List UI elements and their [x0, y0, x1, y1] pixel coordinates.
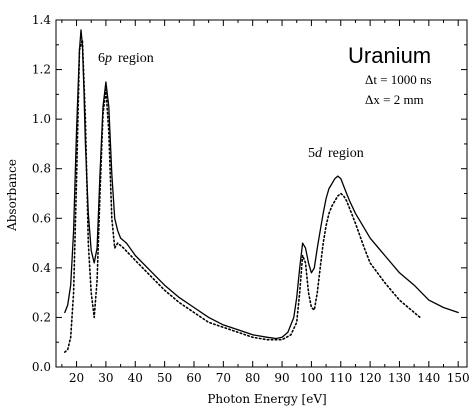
x-axis-label: Photon Energy [eV]	[207, 392, 326, 406]
x-tick-label: 50	[157, 371, 172, 385]
x-tick-label: 70	[216, 371, 231, 385]
y-axis-label: Absorbance	[5, 159, 19, 232]
x-tick-label: 140	[417, 371, 440, 385]
region-5d-label: 5d region	[308, 146, 364, 161]
y-tick-label: 0.0	[32, 360, 51, 374]
x-tick-label: 90	[274, 371, 289, 385]
delta-x-annotation: Δx = 2 mm	[365, 92, 424, 107]
element-title: Uranium	[348, 43, 431, 68]
delta-t-annotation: Δt = 1000 ns	[365, 72, 432, 87]
y-tick-label: 0.6	[32, 211, 51, 225]
y-tick-label: 0.4	[32, 261, 51, 275]
x-tick-label: 80	[245, 371, 260, 385]
x-tick-label: 60	[186, 371, 201, 385]
y-tick-label: 1.0	[32, 112, 51, 126]
x-tick-label: 30	[98, 371, 113, 385]
tick-layer: 20 30 40 50 60 70 80 90 100 110 120 130 140 150 0.0 0.2…	[32, 13, 470, 385]
x-tick-label: 120	[359, 371, 382, 385]
y-tick-label: 1.2	[32, 63, 51, 77]
y-tick-label: 1.4	[32, 13, 51, 27]
x-tick-label: 40	[128, 371, 143, 385]
y-tick-label: 0.2	[32, 310, 51, 324]
series-dotted-line	[64, 38, 421, 353]
x-tick-label: 100	[300, 371, 323, 385]
x-tick-label: 150	[447, 371, 470, 385]
y-tick-label: 0.8	[32, 162, 51, 176]
region-6p-label: 6p region	[98, 51, 154, 66]
x-tick-label: 110	[329, 371, 352, 385]
series-solid-line	[64, 29, 459, 340]
x-tick-label: 20	[69, 371, 84, 385]
label-layer: Photon Energy [eV] Absorbance Uranium Δt…	[5, 43, 432, 406]
series-layer	[64, 29, 459, 353]
x-tick-label: 130	[388, 371, 411, 385]
